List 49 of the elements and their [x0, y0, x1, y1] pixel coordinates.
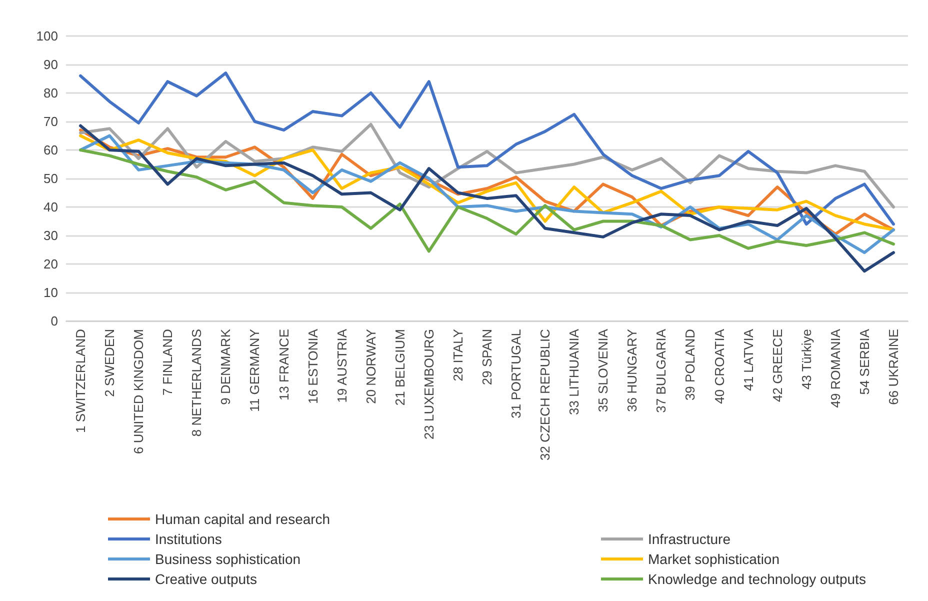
y-tick-label: 20 — [44, 256, 58, 272]
legend-label: Knowledge and technology outputs — [648, 571, 866, 587]
x-tick-label: 23 LUXEMBOURG — [421, 329, 436, 440]
legend-label: Market sophistication — [648, 551, 780, 567]
x-tick-label: 1 SWITZERLAND — [73, 329, 88, 434]
x-tick-label: 39 POLAND — [682, 329, 698, 401]
x-tick-label: 11 GERMANY — [247, 328, 262, 412]
y-tick-label: 70 — [44, 114, 58, 129]
y-tick-label: 60 — [44, 142, 58, 158]
x-tick-label: 32 CZECH REPUBLIC — [538, 329, 553, 460]
x-tick-label: 36 HUNGARY — [624, 328, 640, 412]
y-tick-label: 40 — [44, 200, 58, 214]
legend-label: Creative outputs — [155, 571, 257, 587]
x-tick-label: 54 SERBIA — [856, 328, 872, 395]
x-tick-label: 35 SLOVENIA — [596, 328, 611, 412]
x-tick-label: 43 Türkiye — [798, 329, 814, 390]
legend-label: Infrastructure — [648, 531, 731, 547]
y-tick-label: 80 — [44, 86, 58, 100]
x-tick-label: 20 NORWAY — [363, 328, 378, 404]
x-tick-label: 31 PORTUGAL — [508, 329, 524, 418]
line-series — [79, 72, 895, 226]
x-tick-label: 40 CROATIA — [712, 328, 727, 404]
x-tick-label: 21 BELGIUM — [392, 329, 408, 406]
legend-label: Human capital and research — [155, 511, 330, 527]
y-tick-label: 100 — [36, 28, 58, 44]
x-tick-label: 19 AUSTRIA — [334, 328, 350, 403]
x-tick-label: 37 BULGARIA — [654, 328, 669, 413]
x-tick-label: 16 ESTONIA — [305, 328, 320, 404]
x-tick-label: 28 ITALY — [450, 328, 466, 382]
y-tick-label: 50 — [44, 171, 58, 186]
y-tick-label: 30 — [44, 228, 58, 243]
x-tick-label: 49 ROMANIA — [828, 328, 843, 408]
x-tick-label: 42 GREECE — [770, 328, 785, 402]
x-tick-label: 29 SPAIN — [480, 329, 494, 386]
y-tick-label: 90 — [44, 57, 58, 72]
x-tick-label: 13 FRANCE — [276, 328, 292, 401]
x-tick-label: 9 DENMARK — [218, 328, 234, 405]
x-tick-label: 41 LATVIA — [740, 328, 756, 391]
y-tick-label: 10 — [44, 285, 58, 300]
x-tick-label: 2 SWEDEN — [102, 329, 118, 397]
x-tick-label: 7 FINLAND — [160, 329, 176, 396]
legend-label: Institutions — [155, 531, 222, 547]
x-tick-label: 33 LITHUANIA — [566, 328, 582, 415]
x-tick-label: 8 NETHERLANDS — [189, 328, 204, 437]
line-series — [79, 124, 895, 273]
y-tick-label: 0 — [50, 314, 58, 328]
x-tick-label: 6 UNITED KINGDOM — [131, 329, 146, 454]
x-tick-label: 66 UKRAINE — [886, 328, 901, 405]
legend-label: Business sophistication — [155, 551, 301, 567]
